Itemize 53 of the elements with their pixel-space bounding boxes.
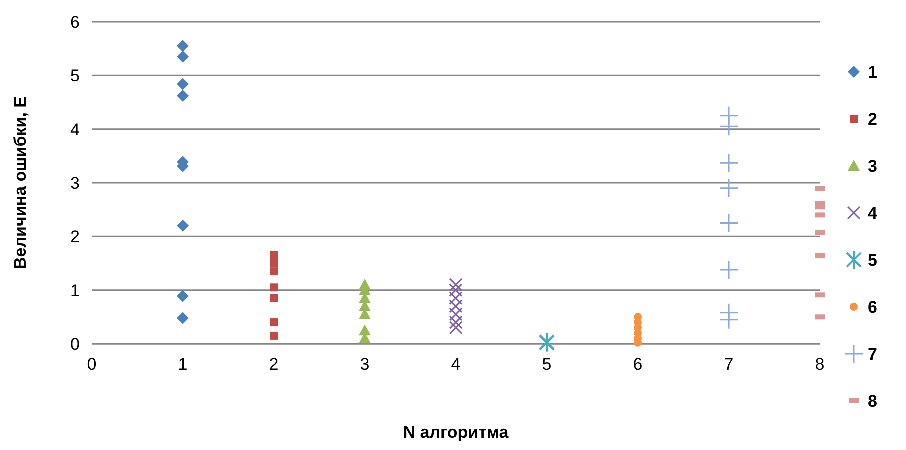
point: [177, 220, 189, 232]
legend-label: 5: [868, 250, 878, 270]
x-tick-label: 6: [633, 355, 643, 374]
point: [177, 40, 189, 52]
y-tick-label: 1: [70, 281, 80, 300]
point: [270, 318, 278, 327]
point: [449, 316, 463, 330]
x-tick-label: 0: [87, 355, 97, 374]
x-tick-label: 1: [178, 355, 188, 374]
x-tick-label: 2: [269, 355, 279, 374]
legend-label: 6: [868, 298, 878, 317]
point: [270, 251, 278, 260]
point: [449, 284, 463, 298]
y-axis-title: Величина ошибки, E: [11, 96, 30, 270]
point: [270, 332, 278, 340]
point: [719, 214, 739, 233]
point: [449, 300, 463, 314]
point: [270, 284, 278, 292]
point: [270, 260, 278, 268]
point: [719, 178, 739, 198]
point: [449, 308, 463, 322]
point: [719, 310, 739, 330]
legend-label: 4: [868, 204, 878, 223]
point: [359, 324, 371, 336]
x-tick-label: 8: [815, 355, 825, 374]
point: [177, 312, 189, 324]
point: [449, 321, 463, 335]
y-tick-label: 3: [70, 174, 80, 193]
y-tick-label: 6: [70, 12, 80, 32]
x-tick-label: 7: [724, 355, 734, 374]
y-tick-label: 2: [70, 228, 80, 247]
point: [270, 294, 278, 302]
legend-label: 3: [868, 156, 878, 176]
point: [719, 260, 739, 280]
legend-label: 8: [868, 392, 878, 411]
point: [449, 278, 463, 292]
point: [177, 90, 189, 102]
point: [449, 292, 463, 306]
point: [177, 78, 189, 90]
point: [177, 50, 189, 63]
x-tick-label: 3: [360, 355, 370, 374]
x-axis-title: N алгоритма: [403, 423, 510, 442]
point: [719, 153, 739, 173]
y-tick-label: 5: [70, 66, 80, 86]
y-tick-label: 0: [70, 334, 80, 354]
legend-label: 1: [868, 62, 878, 82]
y-tick-label: 4: [70, 120, 80, 140]
x-tick-label: 5: [542, 355, 552, 374]
point: [177, 290, 189, 302]
point: [719, 116, 739, 136]
x-tick-label: 4: [451, 355, 461, 374]
point: [270, 268, 278, 276]
legend-label: 2: [868, 110, 878, 129]
